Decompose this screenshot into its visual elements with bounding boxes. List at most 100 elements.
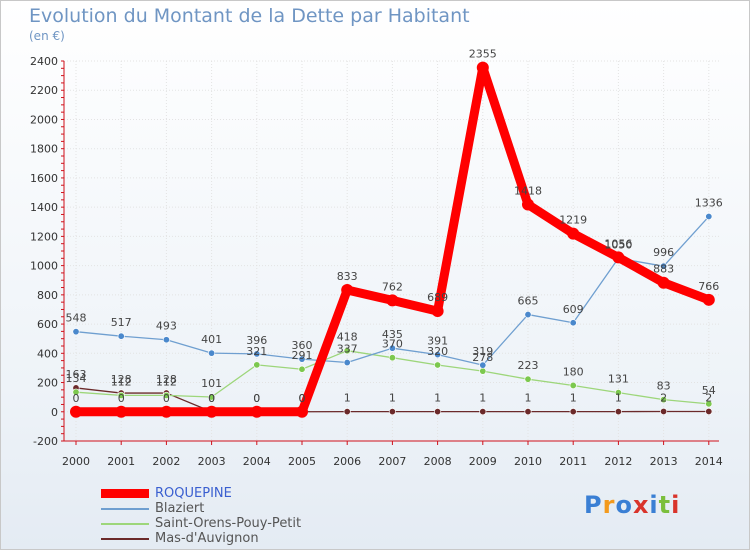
- data-point-blaziert: [705, 213, 713, 221]
- data-point-blaziert: [162, 336, 170, 344]
- data-label-saint-orens-pouy-petit: 112: [156, 375, 177, 388]
- data-label-blaziert: 609: [563, 303, 584, 316]
- x-tick-label: 2008: [424, 455, 452, 468]
- data-label-mas-d-auvignon: 163: [66, 368, 87, 381]
- chart-subtitle: (en €): [29, 29, 65, 43]
- data-point-blaziert: [298, 355, 306, 363]
- legend-label: Blaziert: [155, 501, 205, 516]
- data-point-saint-orens-pouy-petit: [569, 381, 577, 389]
- data-label-mas-d-auvignon: 1: [389, 392, 396, 405]
- x-tick-label: 2014: [695, 455, 723, 468]
- data-label-roquepine: 0: [163, 392, 170, 405]
- x-tick-label: 2007: [378, 455, 406, 468]
- y-tick-label: 1000: [30, 260, 58, 273]
- logo-letter: t: [658, 491, 672, 519]
- x-tick-label: 2004: [243, 455, 271, 468]
- x-tick-label: 2009: [469, 455, 497, 468]
- data-point-roquepine: [205, 405, 218, 418]
- y-tick-label: 0: [51, 406, 58, 419]
- data-point-mas-d-auvignon: [479, 408, 487, 416]
- y-tick-label: 1200: [30, 230, 58, 243]
- chart-title: Evolution du Montant de la Dette par Hab…: [29, 5, 470, 27]
- data-label-mas-d-auvignon: 0: [208, 392, 215, 405]
- data-label-blaziert: 396: [246, 334, 267, 347]
- data-label-mas-d-auvignon: 1: [479, 392, 486, 405]
- data-point-roquepine: [431, 305, 444, 318]
- data-point-blaziert: [524, 311, 532, 319]
- legend-item: Blaziert: [101, 501, 301, 516]
- data-label-blaziert: 665: [518, 295, 539, 308]
- y-tick-label: 2200: [30, 84, 58, 97]
- data-point-mas-d-auvignon: [343, 408, 351, 416]
- logo-letter: i: [671, 491, 681, 519]
- data-point-roquepine: [250, 405, 263, 418]
- data-point-blaziert: [117, 332, 125, 340]
- legend-swatch: [101, 489, 149, 498]
- data-label-roquepine: 1219: [559, 214, 587, 227]
- legend-label: Mas-d'Auvignon: [155, 531, 259, 546]
- data-label-saint-orens-pouy-petit: 131: [608, 373, 629, 386]
- data-point-saint-orens-pouy-petit: [162, 391, 170, 399]
- data-point-saint-orens-pouy-petit: [298, 365, 306, 373]
- data-label-blaziert: 337: [337, 343, 358, 356]
- data-point-roquepine: [476, 61, 489, 74]
- data-point-saint-orens-pouy-petit: [72, 388, 80, 396]
- data-point-roquepine: [160, 405, 173, 418]
- x-tick-label: 2011: [559, 455, 587, 468]
- data-point-saint-orens-pouy-petit: [343, 347, 351, 355]
- legend-label: ROQUEPINE: [155, 486, 232, 501]
- data-point-blaziert: [569, 319, 577, 327]
- x-tick-label: 2001: [107, 455, 135, 468]
- x-tick-label: 2002: [152, 455, 180, 468]
- data-label-blaziert: 1336: [695, 197, 723, 210]
- y-tick-label: 1800: [30, 143, 58, 156]
- data-label-saint-orens-pouy-petit: 112: [111, 375, 132, 388]
- x-tick-label: 2005: [288, 455, 316, 468]
- legend-swatch: [101, 537, 149, 540]
- data-point-mas-d-auvignon: [434, 408, 442, 416]
- chart-legend: ROQUEPINE Blaziert Saint-Orens-Pouy-Petit M…: [101, 486, 301, 546]
- data-point-mas-d-auvignon: [388, 408, 396, 416]
- data-label-saint-orens-pouy-petit: 278: [472, 351, 493, 364]
- data-label-blaziert: 1050: [604, 238, 632, 251]
- data-point-mas-d-auvignon: [660, 407, 668, 415]
- data-label-saint-orens-pouy-petit: 101: [201, 377, 222, 390]
- y-tick-label: 400: [37, 347, 58, 360]
- data-point-mas-d-auvignon: [524, 408, 532, 416]
- legend-item: ROQUEPINE: [101, 486, 301, 501]
- data-point-roquepine: [341, 284, 354, 297]
- data-point-saint-orens-pouy-petit: [524, 375, 532, 383]
- data-label-mas-d-auvignon: 1: [525, 392, 532, 405]
- data-point-saint-orens-pouy-petit: [117, 391, 125, 399]
- logo-letter: r: [602, 491, 616, 519]
- data-point-roquepine: [702, 293, 715, 306]
- data-point-roquepine: [296, 405, 308, 418]
- data-point-blaziert: [660, 262, 668, 270]
- data-label-roquepine: 2355: [469, 48, 497, 61]
- legend-label: Saint-Orens-Pouy-Petit: [155, 516, 302, 531]
- logo-letter: o: [615, 491, 633, 519]
- y-tick-label: 2000: [30, 113, 58, 126]
- y-tick-label: 600: [37, 318, 58, 331]
- data-point-blaziert: [343, 359, 351, 367]
- data-label-saint-orens-pouy-petit: 180: [563, 365, 584, 378]
- data-point-blaziert: [253, 350, 261, 358]
- data-label-roquepine: 883: [653, 263, 674, 276]
- data-label-mas-d-auvignon: 1: [434, 392, 441, 405]
- data-label-blaziert: 548: [66, 312, 87, 325]
- y-tick-label: 2400: [30, 55, 58, 68]
- data-label-mas-d-auvignon: 128: [156, 373, 177, 386]
- data-point-roquepine: [70, 405, 82, 418]
- data-point-blaziert: [72, 328, 80, 336]
- data-label-roquepine: 762: [382, 280, 403, 293]
- logo-letter: i: [649, 491, 659, 519]
- data-label-blaziert: 360: [292, 339, 313, 352]
- data-point-saint-orens-pouy-petit: [705, 400, 713, 408]
- logo-letter: P: [584, 491, 603, 519]
- logo-letter: x: [632, 491, 650, 519]
- data-point-mas-d-auvignon: [614, 408, 622, 416]
- data-label-blaziert: 401: [201, 333, 222, 346]
- legend-item: Mas-d'Auvignon: [101, 531, 301, 546]
- y-tick-label: 800: [37, 289, 58, 302]
